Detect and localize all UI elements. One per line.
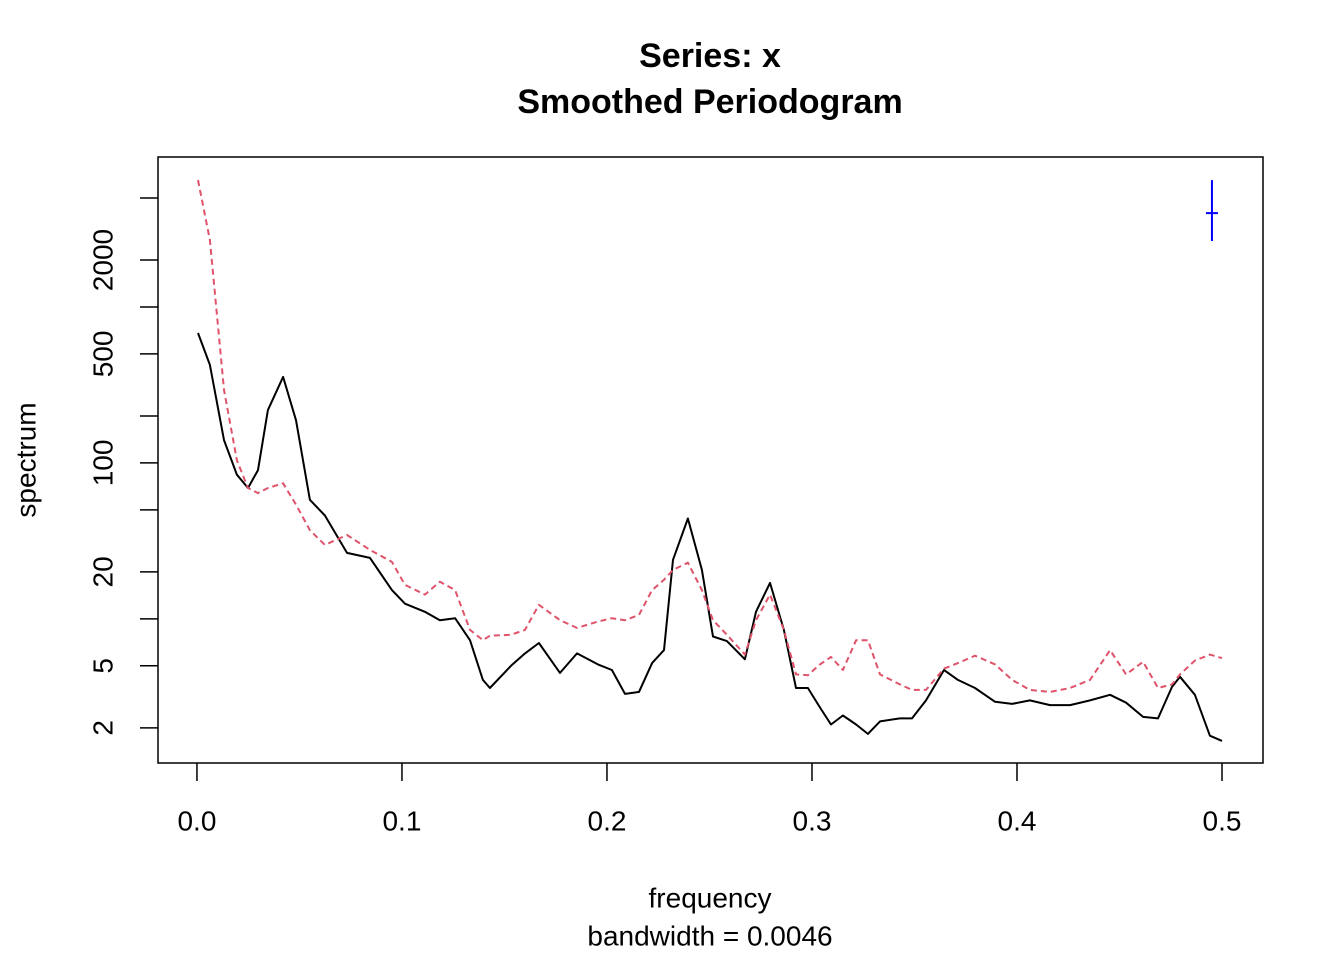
x-axis-sublabel: bandwidth = 0.0046 [587, 920, 832, 951]
y-tick-label: 2000 [87, 229, 118, 291]
y-tick-label: 20 [87, 556, 118, 587]
x-tick-label: 0.1 [382, 805, 421, 836]
y-tick-label: 100 [87, 440, 118, 487]
chart-title: Series: x [639, 37, 781, 75]
y-tick-label: 5 [87, 658, 118, 674]
y-tick-label: 500 [87, 331, 118, 378]
x-tick-label: 0.5 [1203, 805, 1242, 836]
y-tick-label: 2 [87, 720, 118, 736]
plot-frame [157, 156, 1264, 764]
x-tick-label: 0.0 [177, 805, 216, 836]
spectrum-line [197, 179, 1223, 693]
spectrum-line [197, 332, 1223, 742]
x-axis-label: frequency [649, 882, 772, 913]
x-tick-label: 0.4 [998, 805, 1037, 836]
y-axis-label: spectrum [10, 402, 41, 517]
x-tick-label: 0.2 [588, 805, 627, 836]
chart-subtitle: Smoothed Periodogram [517, 83, 902, 121]
x-tick-label: 0.3 [793, 805, 832, 836]
